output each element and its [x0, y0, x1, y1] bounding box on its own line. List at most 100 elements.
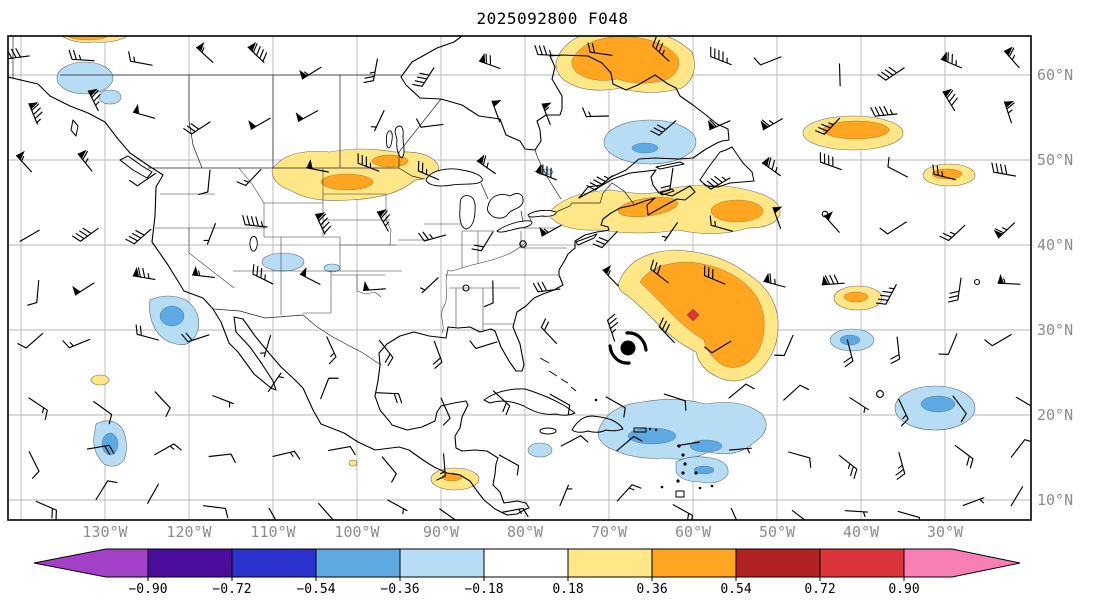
wind-barb — [788, 451, 812, 468]
colorbar-segment — [399, 548, 485, 578]
wind-barb — [363, 58, 378, 84]
anomaly-shading-layer — [56, 36, 976, 491]
wind-barb — [72, 282, 95, 296]
national-borders — [12, 36, 635, 366]
colorbar-tick-label: 0.90 — [888, 582, 920, 597]
anomaly-patch-negative — [101, 432, 119, 456]
wind-barb — [997, 273, 1021, 285]
wind-barb — [875, 284, 897, 305]
open-circle-marker — [519, 240, 527, 248]
wind-barb — [763, 272, 786, 288]
wind-barb — [469, 340, 498, 350]
wind-barb — [357, 153, 380, 172]
open-circle-marker — [821, 210, 829, 218]
wind-barb — [709, 215, 733, 232]
colorbar-tick-label: −0.90 — [128, 582, 168, 597]
anomaly-patch-positive — [618, 196, 678, 218]
lon-tick-label: 120°W — [166, 523, 212, 541]
colorbar-segment — [483, 548, 569, 578]
wind-barb — [416, 118, 444, 128]
wind-barb — [387, 499, 408, 515]
anomaly-patch-strong-positive — [686, 308, 700, 322]
wind-barb — [753, 56, 782, 66]
wind-barb — [203, 505, 229, 519]
wind-barb — [267, 372, 284, 392]
anomaly-patch-negative — [261, 252, 305, 272]
wind-barb — [417, 160, 440, 181]
wind-barb — [95, 480, 118, 501]
wind-barb — [183, 121, 211, 135]
lon-tick-label: 90°W — [422, 523, 460, 541]
wind-barb — [838, 455, 858, 479]
wind-barb — [259, 334, 272, 358]
anomaly-patch-negative — [689, 439, 723, 453]
wind-barb — [661, 222, 678, 242]
anomaly-patch-positive — [843, 291, 869, 303]
wind-barb — [247, 42, 268, 64]
wind-barb — [587, 42, 613, 56]
anomaly-patch-negative — [56, 61, 114, 95]
wind-barb — [370, 110, 385, 132]
lon-tick-label: 50°W — [758, 523, 796, 541]
wind-barb — [592, 231, 618, 249]
state-borders — [155, 167, 567, 334]
wind-barb — [791, 510, 811, 520]
wind-barb — [8, 48, 30, 60]
anomaly-patch-positive — [710, 199, 764, 223]
lon-tick-label: 30°W — [926, 523, 964, 541]
island-jamaica — [539, 427, 557, 435]
wind-barb — [483, 280, 494, 308]
wind-barb — [248, 117, 271, 130]
anomaly-patch-positive — [66, 36, 110, 41]
open-circle-marker — [876, 390, 884, 398]
wind-barb — [154, 391, 171, 417]
anomaly-patch-negative — [159, 305, 185, 327]
wind-barb — [376, 392, 403, 404]
wind-barb — [991, 162, 1016, 177]
wind-barb — [419, 277, 439, 294]
wind-barb — [586, 175, 613, 191]
markers-layer — [462, 210, 981, 398]
wind-barb — [19, 229, 40, 242]
wind-barb — [203, 223, 216, 245]
wind-barb — [191, 266, 215, 278]
wind-barb — [650, 120, 677, 136]
anomaly-patch-positive — [61, 36, 129, 43]
wind-barb — [728, 383, 755, 399]
lat-tick-label: 60°N — [1037, 66, 1074, 84]
wind-barb — [28, 451, 40, 479]
wind-barb — [381, 456, 397, 483]
wind-barb — [436, 453, 446, 481]
wind-barb — [129, 172, 157, 187]
wind-barb — [198, 169, 211, 196]
wind-barb — [710, 46, 732, 66]
anomaly-patch-positive — [90, 374, 110, 386]
wind-barb — [772, 206, 783, 229]
wind-barb — [500, 507, 529, 517]
wind-barb — [535, 163, 557, 181]
plot-frame — [7, 35, 1032, 521]
wind-barb — [320, 377, 339, 400]
wind-barb — [948, 277, 962, 303]
anomaly-patch-negative — [627, 427, 677, 445]
wind-barb — [208, 453, 236, 463]
wind-barb — [843, 339, 854, 368]
wind-barb — [658, 317, 675, 344]
wind-barb — [15, 150, 32, 173]
wind-barb — [728, 447, 752, 454]
anomaly-patch-negative — [597, 399, 767, 460]
anomaly-patch-negative — [693, 465, 715, 475]
colorbar-segment — [735, 548, 821, 578]
wind-barb — [761, 156, 781, 177]
wind-barb — [326, 336, 337, 365]
colorbar-segment — [147, 548, 233, 578]
lon-tick-label: 60°W — [674, 523, 712, 541]
wind-barb — [478, 53, 501, 70]
wind-barb — [672, 504, 693, 520]
wind-barb — [68, 49, 95, 62]
colorbar-tick-label: 0.36 — [636, 582, 668, 597]
lon-tick-label: 70°W — [590, 523, 628, 541]
wind-barb — [28, 102, 43, 125]
